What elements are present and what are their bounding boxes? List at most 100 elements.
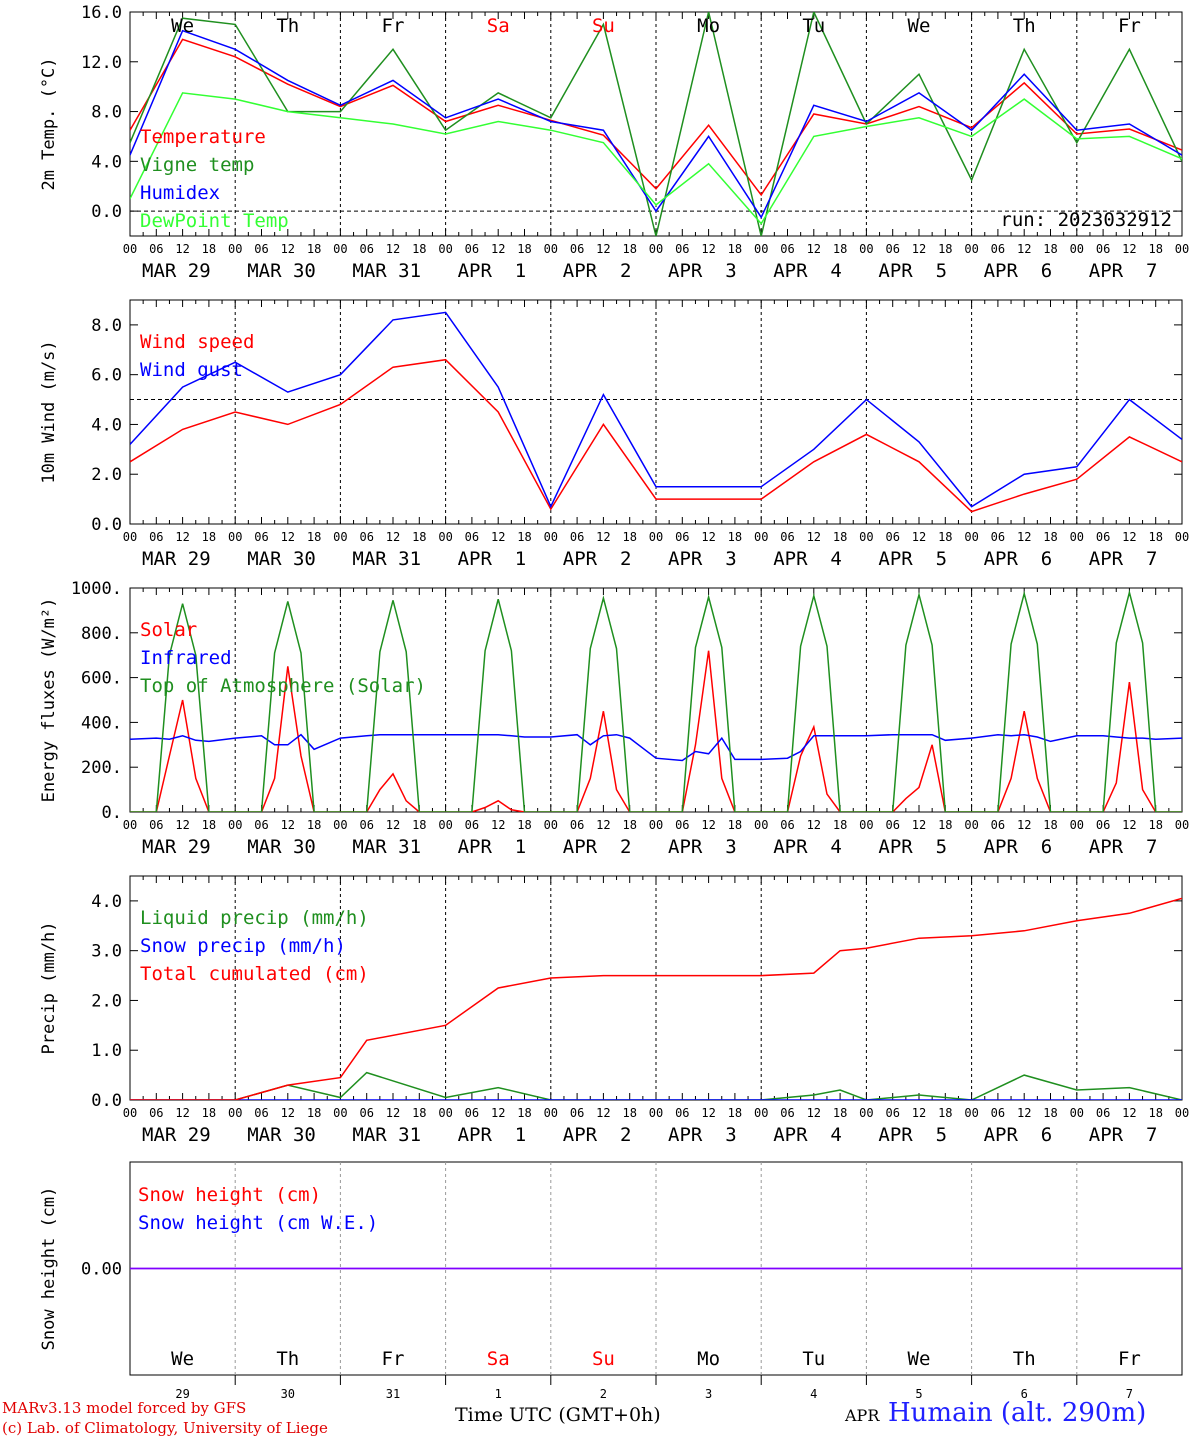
hour-label: 06 (359, 818, 373, 832)
hour-label: 18 (1043, 1106, 1057, 1120)
weekday-label: Tu (802, 1348, 825, 1370)
y-axis-label: Snow height (cm) (39, 1187, 59, 1351)
hour-label: 00 (964, 1106, 978, 1120)
date-label: APR 4 (773, 836, 842, 858)
series-line (130, 733, 1182, 762)
hour-label: 18 (1148, 1106, 1162, 1120)
hour-label: 18 (412, 530, 426, 544)
plot-frame (129, 299, 1183, 525)
hour-label: 12 (386, 818, 400, 832)
date-label: APR 5 (878, 260, 947, 282)
hour-label: 00 (1070, 242, 1084, 256)
hour-label: 00 (1175, 818, 1189, 832)
hour-label: 06 (254, 242, 268, 256)
hour-label: 18 (517, 242, 531, 256)
legend-label: Vigne temp (140, 154, 254, 176)
series-line (130, 589, 1182, 812)
weekday-label: We (171, 15, 194, 37)
hour-label: 12 (807, 1106, 821, 1120)
weekday-label: Su (592, 1348, 615, 1370)
series-line (130, 311, 1182, 509)
date-label: APR 5 (878, 1124, 947, 1146)
hour-label: 06 (885, 1106, 899, 1120)
hour-label: 18 (412, 818, 426, 832)
hour-label: 18 (412, 242, 426, 256)
series-line (130, 1071, 1182, 1100)
y-tick-label: 12.0 (81, 53, 122, 73)
hour-label: 12 (596, 818, 610, 832)
hour-label: 06 (885, 818, 899, 832)
hour-label: 12 (175, 242, 189, 256)
hour-label: 12 (807, 242, 821, 256)
day-number: 4 (810, 1387, 817, 1401)
hour-label: 18 (517, 1106, 531, 1120)
hour-label: 18 (307, 1106, 321, 1120)
hour-label: 18 (728, 1106, 742, 1120)
hour-label: 12 (596, 530, 610, 544)
y-tick-label: 0.0 (91, 1091, 122, 1111)
weekday-label: Tu (802, 15, 825, 37)
chart-panel-4: 00 06 12 18 00 06 12 18 00 06 12 18 00 06 12 18 00 06 12 18… (39, 875, 1189, 1146)
hour-label: 00 (964, 818, 978, 832)
hour-label: 06 (570, 530, 584, 544)
day-number: 31 (386, 1387, 400, 1401)
hour-label: 06 (359, 242, 373, 256)
hour-label: 06 (465, 242, 479, 256)
hour-label: 18 (938, 1106, 952, 1120)
date-label: APR 7 (1089, 260, 1158, 282)
hour-label: 00 (1175, 530, 1189, 544)
y-tick-label: 8.0 (91, 316, 122, 336)
hour-label: 18 (833, 530, 847, 544)
hour-label: 00 (964, 530, 978, 544)
hour-label: 00 (228, 242, 242, 256)
y-axis-label: Precip (mm/h) (39, 921, 59, 1054)
hour-label: 18 (1043, 530, 1057, 544)
hour-label: 12 (701, 1106, 715, 1120)
hour-label: 00 (1175, 1106, 1189, 1120)
hour-label: 12 (912, 242, 926, 256)
hour-label: 00 (228, 530, 242, 544)
date-label: APR 6 (984, 836, 1053, 858)
date-label: APR 3 (668, 836, 737, 858)
hour-label: 18 (1148, 242, 1162, 256)
hour-label: 18 (517, 818, 531, 832)
hour-label: 18 (1043, 242, 1057, 256)
run-label: run: 2023032912 (1000, 209, 1172, 231)
hour-label: 06 (149, 1106, 163, 1120)
day-number: 6 (1021, 1387, 1028, 1401)
hour-label: 00 (438, 242, 452, 256)
hour-label: 18 (622, 242, 636, 256)
hour-label: 18 (1043, 818, 1057, 832)
weekday-label: Th (1013, 1348, 1036, 1370)
hour-label: 00 (438, 530, 452, 544)
date-label: MAR 30 (247, 548, 316, 570)
date-label: APR 7 (1089, 548, 1158, 570)
hour-label: 12 (386, 1106, 400, 1120)
date-label: MAR 29 (142, 836, 211, 858)
y-tick-label: 4.0 (91, 152, 122, 172)
hour-label: 12 (491, 1106, 505, 1120)
hour-label: 06 (570, 242, 584, 256)
weekday-label: Th (276, 15, 299, 37)
day-number: 3 (705, 1387, 712, 1401)
hour-label: 12 (807, 530, 821, 544)
date-label: APR 6 (984, 260, 1053, 282)
station-name: Humain (alt. 290m) (888, 1398, 1147, 1428)
hour-label: 12 (175, 818, 189, 832)
hour-label: 06 (1096, 242, 1110, 256)
y-axis-label: 10m Wind (m/s) (39, 340, 59, 483)
date-label: MAR 31 (352, 548, 421, 570)
hour-label: 06 (991, 530, 1005, 544)
date-label: MAR 31 (352, 1124, 421, 1146)
hour-label: 06 (780, 530, 794, 544)
hour-label: 06 (675, 1106, 689, 1120)
weekday-label: Fr (1118, 1348, 1141, 1370)
y-tick-label: 0.0 (91, 202, 122, 222)
weekday-label: Mo (697, 15, 720, 37)
date-label: MAR 29 (142, 548, 211, 570)
hour-label: 18 (728, 530, 742, 544)
hour-label: 12 (1122, 818, 1136, 832)
date-label: APR 1 (458, 548, 527, 570)
hour-label: 00 (333, 818, 347, 832)
y-tick-label: 4.0 (91, 892, 122, 912)
